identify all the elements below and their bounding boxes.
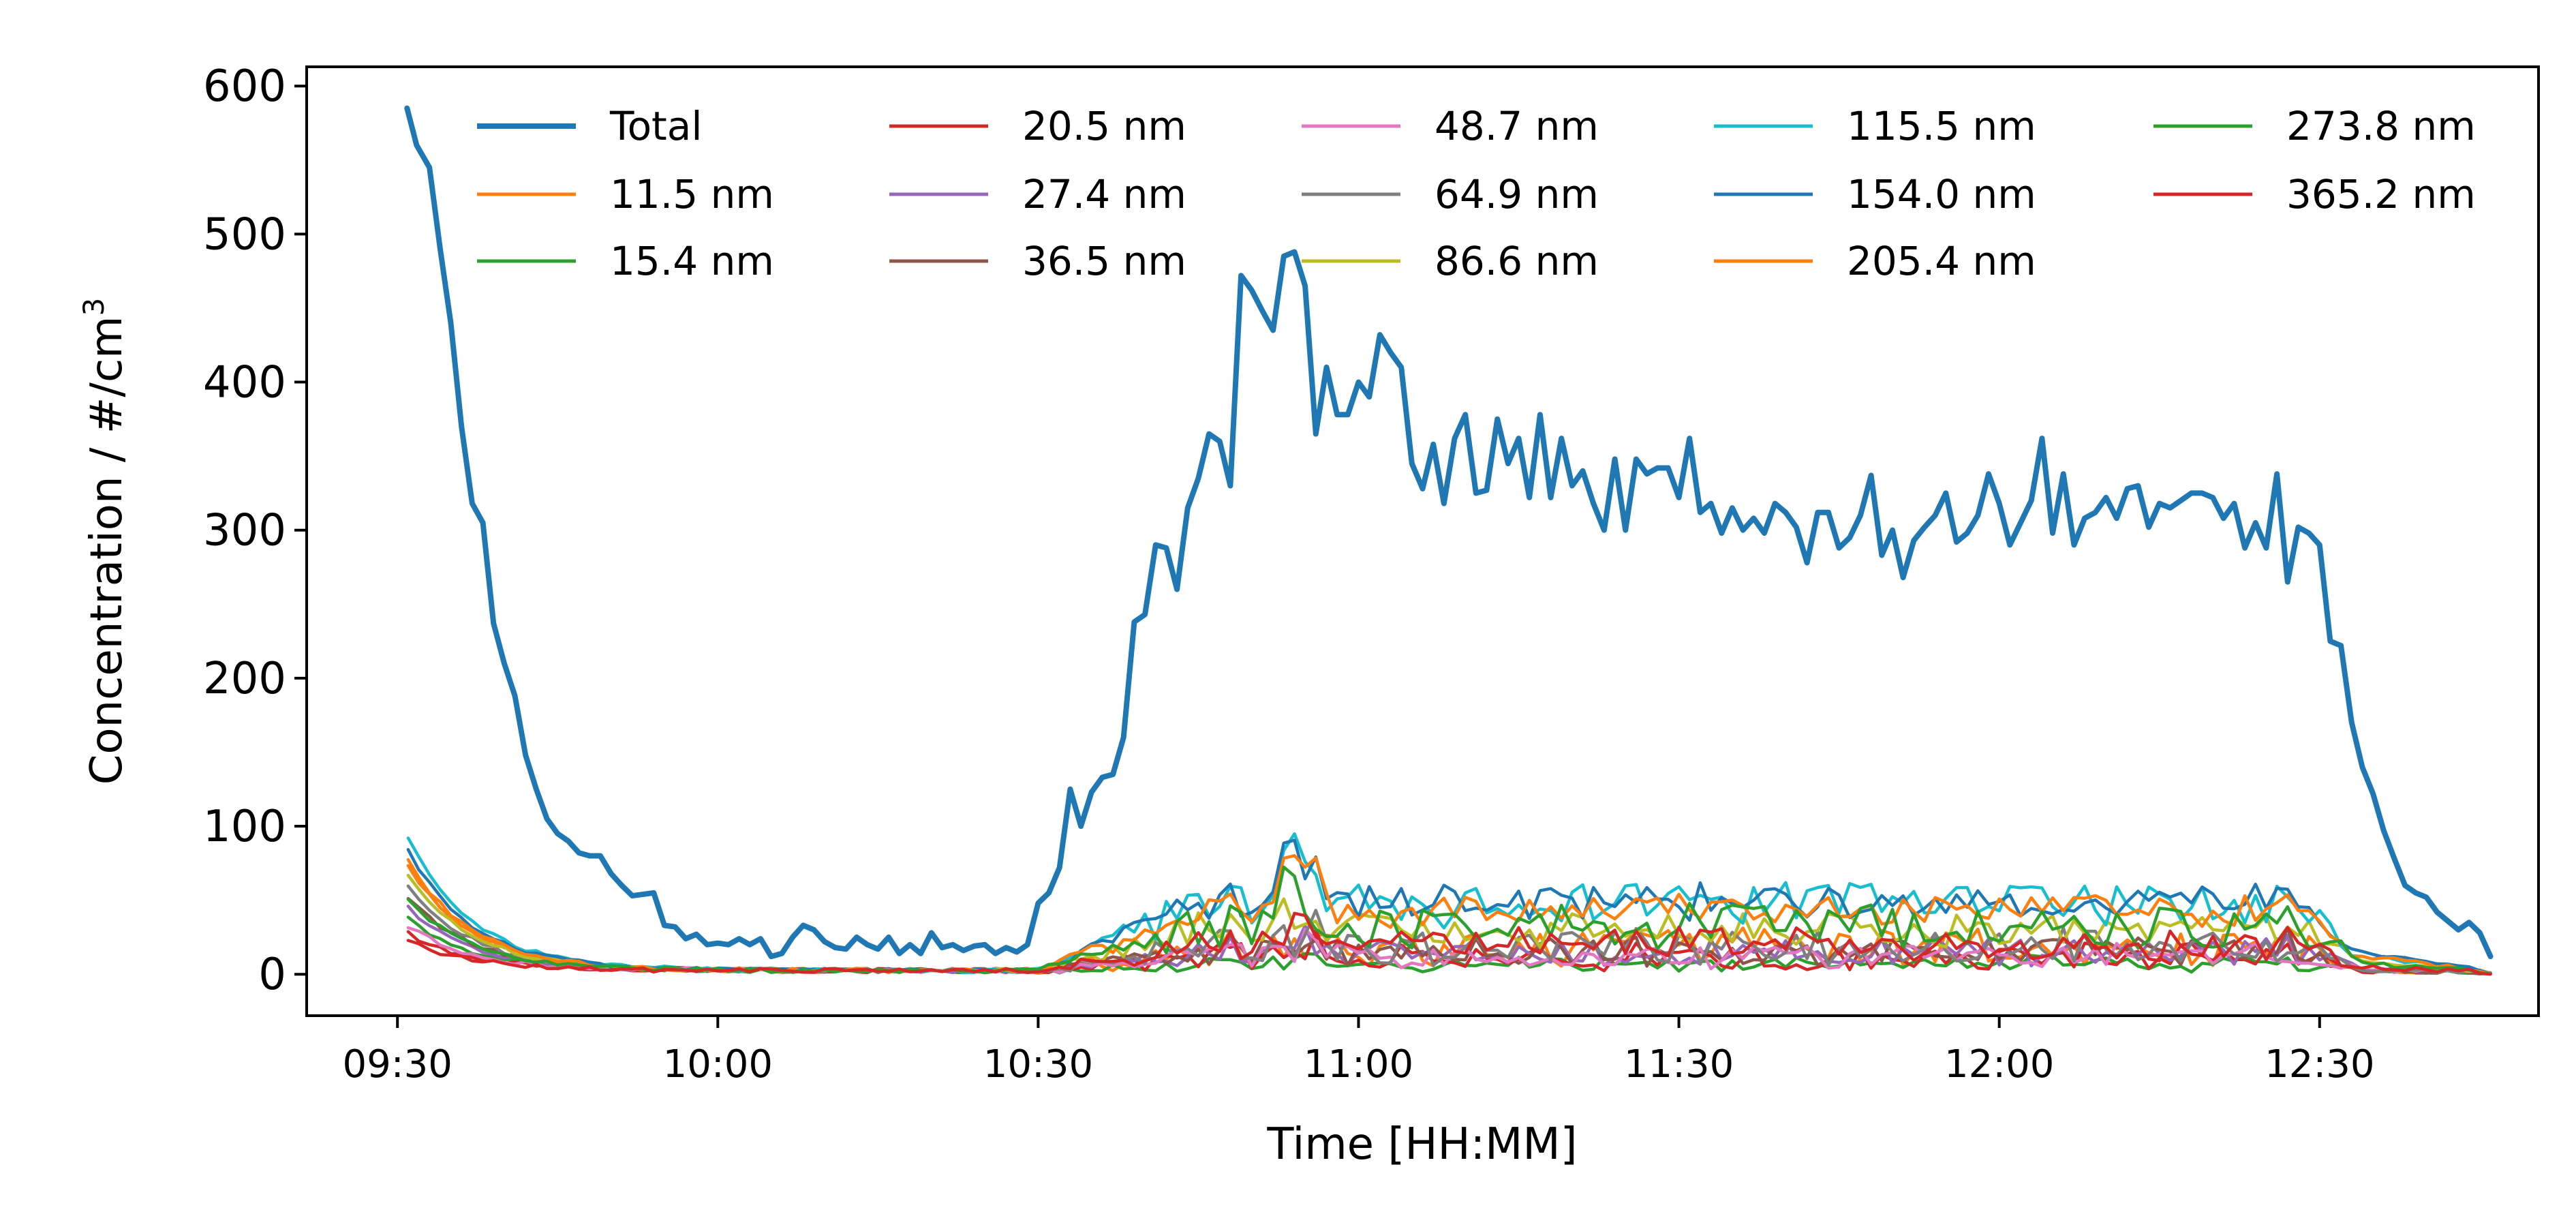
x-tick-label: 12:30 — [2265, 1042, 2374, 1087]
y-axis-title-main: Concentration / #/cm — [82, 316, 132, 785]
legend-label-115-5-nm: 115.5 nm — [1847, 103, 2036, 149]
legend-label-205-4-nm: 205.4 nm — [1847, 238, 2036, 284]
y-axis-title-superscript: 3 — [77, 298, 110, 316]
legend-label-36-5-nm: 36.5 nm — [1022, 238, 1186, 284]
y-tick-label: 100 — [203, 802, 286, 852]
legend-label-273-8-nm: 273.8 nm — [2286, 103, 2476, 149]
legend-label-64-9-nm: 64.9 nm — [1435, 171, 1599, 217]
x-tick-label: 10:30 — [983, 1042, 1093, 1087]
y-tick-label: 200 — [203, 654, 286, 704]
legend-label-total: Total — [609, 103, 702, 149]
series-group — [404, 105, 2494, 976]
x-axis-title: Time [HH:MM] — [1266, 1119, 1577, 1170]
y-axis: 0 100 200 300 400 500 600 — [203, 61, 307, 1000]
x-tick-label: 10:00 — [663, 1042, 773, 1087]
legend-label-20-5-nm: 20.5 nm — [1022, 103, 1186, 149]
legend: Total 11.5 nm 15.4 nm 20.5 nm 27.4 nm 36.5 nm… — [477, 103, 2476, 284]
series-line-total — [404, 105, 2494, 960]
y-tick-label: 0 — [258, 950, 286, 1000]
x-tick-label: 09:30 — [342, 1042, 452, 1087]
x-axis: 09:30 10:00 10:30 11:00 11:30 12:00 12:30 — [342, 1016, 2374, 1087]
y-axis-title: Concentration / #/cm3 — [77, 298, 132, 785]
legend-label-86-6-nm: 86.6 nm — [1435, 238, 1599, 284]
y-tick-label: 600 — [203, 61, 286, 112]
y-tick-label: 400 — [203, 358, 286, 408]
legend-label-154-0-nm: 154.0 nm — [1847, 171, 2036, 217]
x-tick-label: 11:00 — [1304, 1042, 1413, 1087]
legend-label-11-5-nm: 11.5 nm — [610, 171, 774, 217]
x-tick-label: 11:30 — [1624, 1042, 1734, 1087]
plot-frame — [305, 65, 2540, 1017]
legend-label-27-4-nm: 27.4 nm — [1022, 171, 1186, 217]
legend-label-48-7-nm: 48.7 nm — [1435, 103, 1599, 149]
y-tick-label: 300 — [203, 506, 286, 556]
legend-label-365-2-nm: 365.2 nm — [2286, 171, 2476, 217]
x-tick-label: 12:00 — [1944, 1042, 2054, 1087]
y-tick-label: 500 — [203, 209, 286, 260]
legend-label-15-4-nm: 15.4 nm — [610, 238, 774, 284]
series-line-365-2-nm — [406, 911, 2492, 976]
